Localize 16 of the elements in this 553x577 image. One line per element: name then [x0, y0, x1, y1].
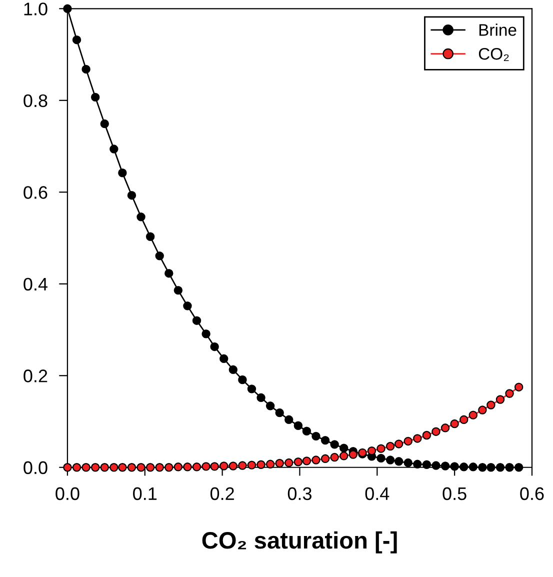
x-tick-label: 0.5 [442, 487, 466, 500]
y-tick-label: 0.8 [24, 94, 48, 108]
legend-label: Brine [479, 24, 516, 36]
y-tick-label: 1.0 [24, 2, 48, 16]
y-tick-label: 0.0 [24, 461, 48, 474]
x-tick-label: 0.6 [520, 487, 544, 500]
x-tick-label: 0.1 [133, 487, 157, 500]
x-tick-label: 0.2 [210, 487, 234, 500]
legend-label: CO₂ [478, 48, 509, 62]
y-tick-label: 0.6 [24, 186, 48, 199]
x-axis-title: CO₂ saturation [-] [202, 531, 397, 554]
x-tick-label: 0.4 [365, 487, 390, 500]
y-tick-label: 0.4 [24, 278, 48, 291]
y-tick-label: 0.2 [24, 370, 48, 382]
x-tick-label: 0.3 [288, 487, 312, 500]
x-tick-label: 0.0 [56, 487, 80, 500]
